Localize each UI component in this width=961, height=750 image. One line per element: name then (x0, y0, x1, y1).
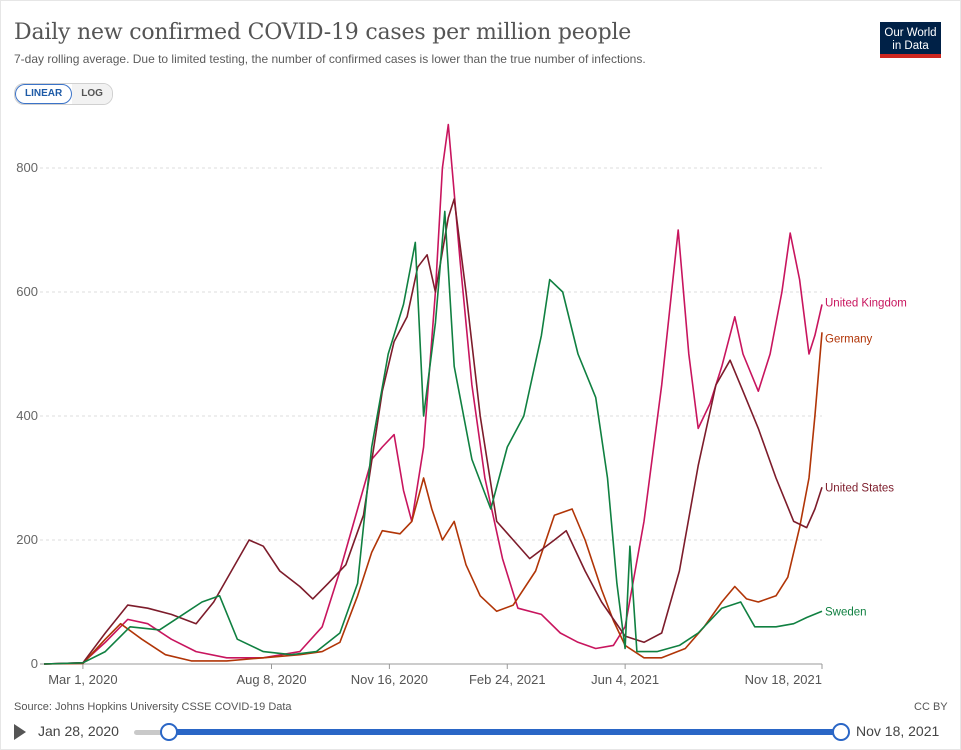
linear-scale-button[interactable]: LINEAR (15, 84, 73, 104)
timeline-track-inactive (134, 730, 168, 735)
scale-toggle: LINEAR LOG (14, 83, 113, 105)
series-line-united-states (43, 198, 823, 665)
license-link[interactable]: CC BY (914, 701, 948, 713)
timeline-end-handle[interactable] (832, 723, 850, 741)
series-line-germany (43, 332, 823, 665)
series-label-germany: Germany (825, 333, 873, 345)
series-label-united-states: United States (825, 482, 894, 494)
source-note: Source: Johns Hopkins University CSSE CO… (14, 701, 292, 713)
series-label-sweden: Sweden (825, 606, 867, 618)
chart-title: Daily new confirmed COVID-19 cases per m… (14, 20, 632, 45)
y-tick-label: 0 (31, 656, 38, 671)
series-line-united-kingdom (43, 123, 823, 665)
timeline-start-handle[interactable] (160, 723, 178, 741)
y-tick-label: 400 (16, 408, 38, 423)
x-tick-label: Nov 16, 2020 (351, 672, 428, 687)
series-line-sweden (43, 210, 823, 665)
x-tick-label: Nov 18, 2021 (745, 672, 822, 687)
owid-logo[interactable]: Our World in Data (880, 22, 941, 58)
x-tick-label: Jun 4, 2021 (591, 672, 659, 687)
x-tick-label: Feb 24, 2021 (469, 672, 546, 687)
y-tick-label: 800 (16, 160, 38, 175)
timeline-end-date: Nov 18, 2021 (856, 723, 940, 739)
timeline-start-date: Jan 28, 2020 (38, 723, 119, 739)
play-icon[interactable] (14, 724, 26, 740)
line-chart: 0 200 400 600 800 Mar 1, 2020 Aug 8, 2020 Nov 1… (16, 123, 907, 687)
y-tick-label: 600 (16, 284, 38, 299)
log-scale-button[interactable]: LOG (72, 84, 112, 104)
series-label-united-kingdom: United Kingdom (825, 297, 907, 309)
logo-line-2: in Data (892, 40, 929, 52)
chart-subtitle: 7-day rolling average. Due to limited te… (14, 52, 646, 66)
x-tick-label: Mar 1, 2020 (48, 672, 117, 687)
timeline-track-active[interactable] (168, 729, 840, 735)
logo-line-1: Our World (884, 27, 937, 39)
x-tick-label: Aug 8, 2020 (236, 672, 306, 687)
y-tick-label: 200 (16, 532, 38, 547)
